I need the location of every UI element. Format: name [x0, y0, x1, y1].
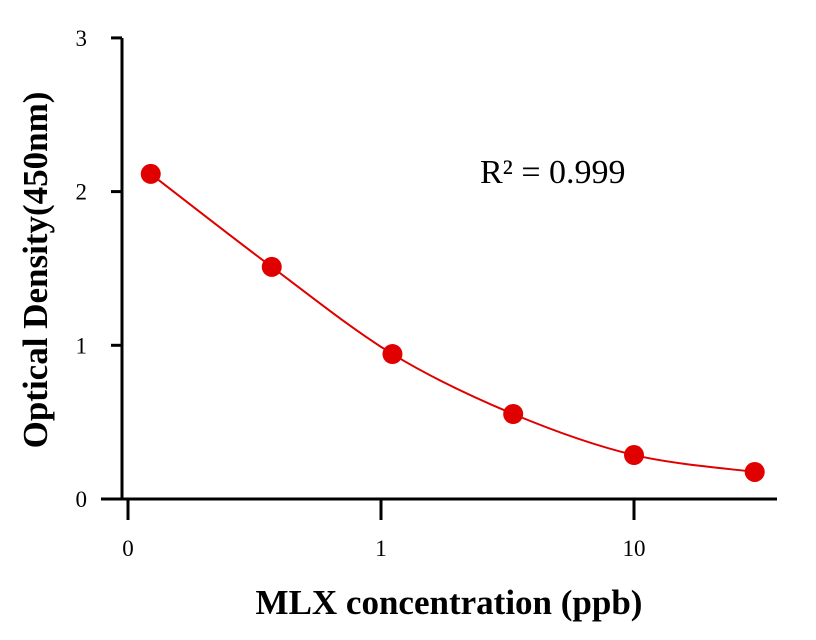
x-axis-label: MLX concentration (ppb) — [256, 583, 643, 622]
fit-curve — [150, 173, 755, 473]
data-point — [624, 445, 644, 466]
data-point — [503, 404, 524, 425]
data-point — [382, 344, 403, 365]
x-ticks: 0 1 10 — [122, 499, 646, 561]
y-ticks: 0 1 2 3 — [76, 26, 122, 512]
x-tick-label: 0 — [122, 536, 134, 561]
y-tick-label: 0 — [76, 487, 88, 512]
data-point — [261, 256, 282, 277]
r-squared-annotation: R² = 0.999 — [480, 154, 626, 191]
data-point — [140, 163, 161, 184]
x-tick-label: 1 — [375, 536, 387, 561]
y-tick-label: 2 — [76, 180, 88, 205]
y-axis-label: Optical Density(450nm) — [16, 92, 55, 449]
plot-area — [140, 163, 765, 482]
data-point — [744, 461, 765, 482]
y-tick-label: 3 — [76, 26, 88, 51]
x-tick-label: 10 — [623, 536, 646, 561]
y-tick-label: 1 — [76, 333, 88, 358]
